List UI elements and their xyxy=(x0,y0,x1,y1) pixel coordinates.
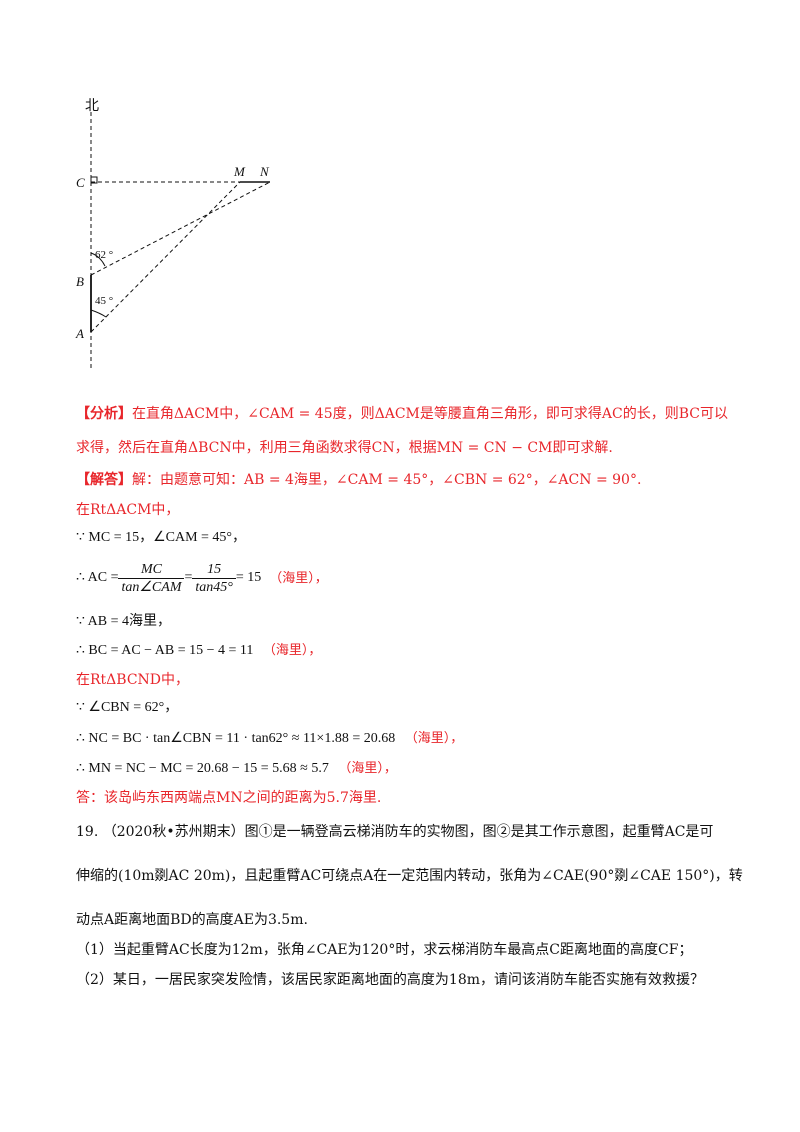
solution-tag: 【解答】 xyxy=(76,472,132,488)
unit-4: （海里）， xyxy=(338,760,397,775)
segment-am xyxy=(90,181,241,333)
unit-2: （海里）， xyxy=(262,642,322,657)
label-north: 北 xyxy=(85,98,99,114)
label-b: B xyxy=(76,274,84,289)
solution-line-10: ∴ MN = NC − MC = 20.68 − 15 = 5.68 ≈ 5.7… xyxy=(76,758,397,779)
fraction-2-num: 15 xyxy=(192,561,236,579)
unit-3: （海里）， xyxy=(404,730,464,745)
analysis-line-1: 【分析】在直角ΔACM中，∠CAM = 45度，则ΔACM是等腰直角三角形，即可… xyxy=(76,404,728,424)
question-line-2: 伸缩的(10m剟AC 20m)，且起重臂AC可绕点A在一定范围内转动，张角为∠C… xyxy=(76,868,743,884)
fraction-2-den: tan45° xyxy=(195,579,233,595)
bc-calc: ∴ BC = AC − AB = 15 − 4 = 11 xyxy=(76,643,254,658)
solution-line-9: ∴ NC = BC · tan∠CBN = 11 · tan62° ≈ 11×1… xyxy=(76,728,463,749)
answer-line: 答：该岛屿东西两端点MN之间的距离为5.7海里. xyxy=(76,790,382,806)
solution-text-1: 解：由题意可知：AB = 4海里，∠CAM = 45°，∠CBN = 62°，∠… xyxy=(132,472,642,488)
geometry-figure: 北 C M N B A 62 ° 45 ° xyxy=(75,98,271,368)
fraction-1-num: MC xyxy=(118,561,185,579)
angle-arc-b xyxy=(90,252,106,267)
solution-line-1: 【解答】解：由题意可知：AB = 4海里，∠CAM = 45°，∠CBN = 6… xyxy=(76,470,641,490)
fraction-2: 15 tan45° xyxy=(192,561,236,596)
solution-line-3: ∵ MC = 15，∠CAM = 45°， xyxy=(76,530,247,545)
label-m: M xyxy=(233,164,246,179)
ac-lhs: ∴ AC = xyxy=(76,570,119,585)
solution-line-7: 在RtΔBCND中， xyxy=(76,672,190,688)
analysis-text-1: 在直角ΔACM中，∠CAM = 45度，则ΔACM是等腰直角三角形，即可求得AC… xyxy=(132,406,728,422)
eq-sign: = xyxy=(184,570,193,585)
question-part-2: （2）某日，一居民家突发险情，该居民家距离地面的高度为18m，请问该消防车能否实… xyxy=(76,972,704,988)
label-c: C xyxy=(76,175,85,190)
mn-calc: ∴ MN = NC − MC = 20.68 − 15 = 5.68 ≈ 5.7 xyxy=(76,761,329,776)
label-angle-62: 62 ° xyxy=(95,249,113,261)
label-a: A xyxy=(75,326,84,341)
analysis-line-2: 求得，然后在直角ΔBCN中，利用三角函数求得CN，根据MN = CN − CM即… xyxy=(76,440,613,456)
segment-bn xyxy=(90,181,271,276)
label-n: N xyxy=(259,164,270,179)
solution-line-5: ∵ AB = 4海里， xyxy=(76,614,171,629)
solution-line-2: 在RtΔACM中， xyxy=(76,502,180,518)
nc-calc: ∴ NC = BC · tan∠CBN = 11 · tan62° ≈ 11×1… xyxy=(76,731,396,746)
question-line-3: 动点A距离地面BD的高度AE为3.5m. xyxy=(76,912,308,928)
fraction-1-den: tan∠CAM xyxy=(121,579,182,595)
analysis-tag: 【分析】 xyxy=(76,406,132,422)
question-line-1: 19. （2020秋•苏州期末）图①是一辆登高云梯消防车的实物图，图②是其工作示… xyxy=(76,824,714,840)
solution-line-8: ∵ ∠CBN = 62°， xyxy=(76,700,179,715)
label-angle-45: 45 ° xyxy=(95,295,113,307)
angle-arc-a xyxy=(90,309,107,318)
solution-line-4: ∴ AC = MC tan∠CAM = 15 tan45° = 15 （海里）， xyxy=(76,558,328,598)
ac-result: = 15 xyxy=(235,570,262,585)
fraction-1: MC tan∠CAM xyxy=(118,561,185,596)
question-part-1: （1）当起重臂AC长度为12m，张角∠CAE为120°时，求云梯消防车最高点C距… xyxy=(76,942,693,958)
right-angle-mark xyxy=(90,176,98,184)
unit-1: （海里）， xyxy=(269,570,328,585)
solution-line-6: ∴ BC = AC − AB = 15 − 4 = 11 （海里）， xyxy=(76,640,321,661)
